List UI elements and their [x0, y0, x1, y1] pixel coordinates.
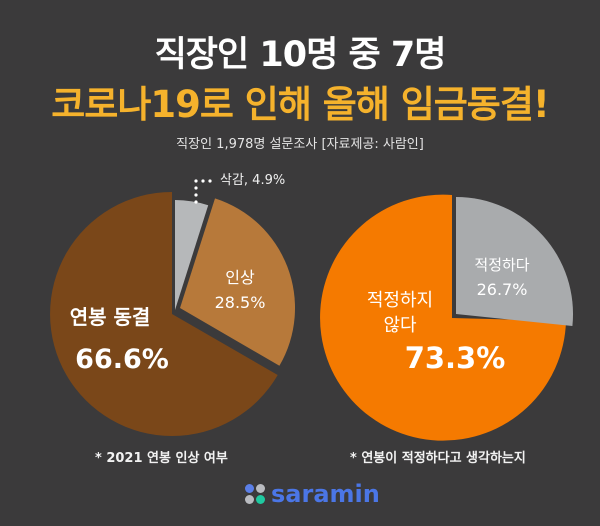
left-chart-note: * 2021 연봉 인상 여부 [95, 451, 228, 466]
value-freeze: 66.6% [75, 344, 169, 375]
slice-cut [175, 200, 209, 310]
label-not-fair-2: 않다 [383, 315, 417, 336]
survey-subtitle: 직장인 1,978명 설문조사 [자료제공: 사람인] [176, 137, 424, 152]
right-chart-note: * 연봉이 적정하다고 생각하는지 [350, 451, 526, 466]
label-not-fair-1: 적정하지 [366, 290, 434, 311]
saramin-logo: saramin [245, 480, 380, 508]
label-cut: 삭감, 4.9% [220, 173, 286, 188]
logo-text: saramin [271, 480, 380, 508]
value-raise: 28.5% [214, 293, 266, 312]
title-line-1: 직장인 10명 중 7명 [154, 35, 447, 75]
value-fair: 26.7% [476, 280, 528, 299]
label-freeze: 연봉 동결 [69, 305, 151, 329]
value-not-fair: 73.3% [404, 341, 506, 375]
title-line-2: 코로나19로 인해 올해 임금동결! [51, 83, 550, 126]
label-fair: 적정하다 [474, 256, 530, 274]
label-raise: 인상 [225, 268, 255, 287]
leader-dots [194, 179, 212, 204]
logo-dots-icon [245, 484, 265, 504]
slice-raise [180, 198, 296, 366]
slice-freeze [50, 192, 278, 436]
slice-not-fair [320, 194, 566, 441]
slice-fair [456, 197, 574, 326]
